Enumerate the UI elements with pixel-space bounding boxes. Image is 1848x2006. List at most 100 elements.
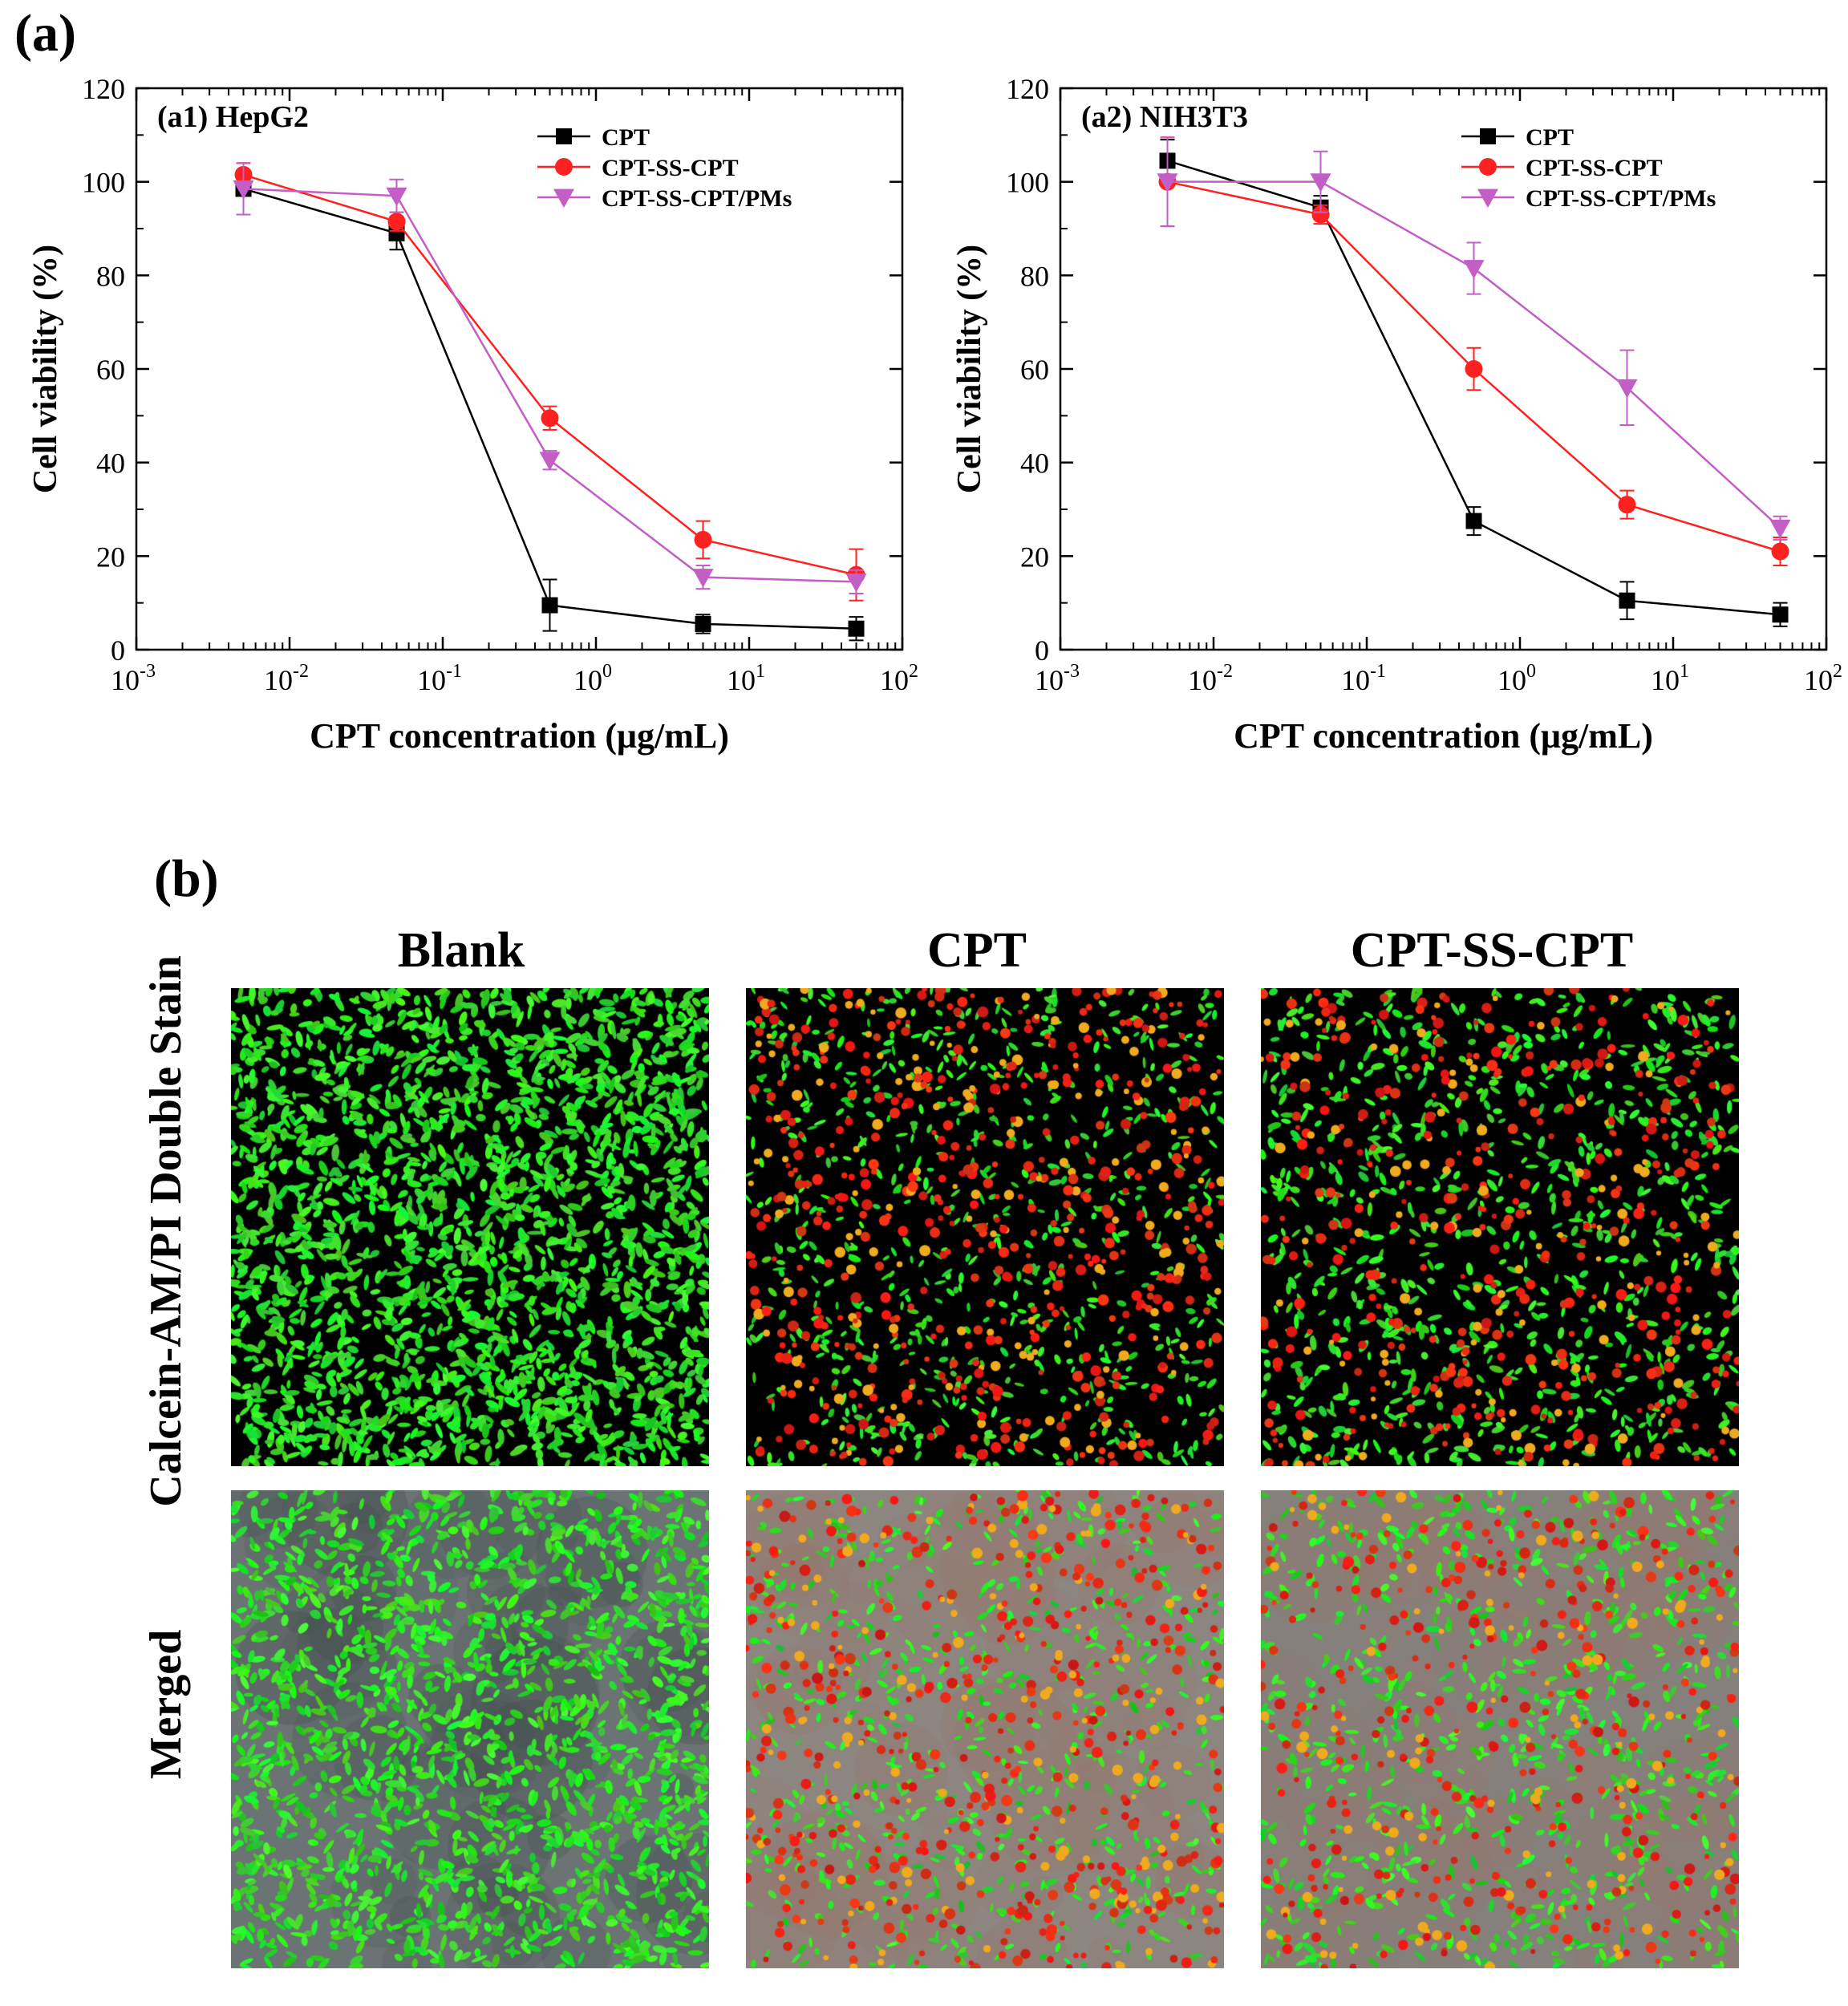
- micrograph-blank-stain-canvas: [231, 988, 709, 1466]
- micrograph-cpt-merged-canvas: [746, 1490, 1224, 1968]
- a1-ytick-label-80: 80: [96, 260, 125, 292]
- a2-legend-marker-cpt: [1480, 128, 1496, 144]
- a1-point-cpt-ss-cpt-pms-2: [539, 452, 561, 471]
- a1-legend-label-cpt-ss-cpt-pms: CPT-SS-CPT/PMs: [602, 185, 792, 212]
- a1-ytick-label-0: 0: [111, 634, 125, 667]
- a1-legend-label-cpt-ss-cpt: CPT-SS-CPT: [602, 155, 739, 181]
- micrograph-cpt-stain-canvas: [746, 988, 1224, 1466]
- a2-legend-label-cpt-ss-cpt-pms: CPT-SS-CPT/PMs: [1526, 185, 1716, 212]
- a1-xtick-label-1: 10-2: [264, 661, 309, 696]
- a2-legend-marker-cpt-ss-cpt-pms: [1477, 188, 1498, 208]
- a2-point-cpt-3: [1619, 592, 1635, 609]
- a1-x-axis-label: CPT concentration (μg/mL): [310, 716, 729, 756]
- a2-x-axis-label: CPT concentration (μg/mL): [1234, 716, 1653, 756]
- a2-y-axis-label: Cell viability (%): [951, 245, 988, 493]
- a1-series-line-cpt-ss-cpt: [243, 173, 857, 576]
- a2-point-cpt-ss-cpt-pms-3: [1616, 379, 1638, 399]
- row-title-double-stain: Calcein-AM/PI Double Stain: [141, 955, 191, 1507]
- a1-ytick-label-100: 100: [82, 167, 125, 199]
- a1-point-cpt-ss-cpt-1: [387, 213, 406, 231]
- a2-point-cpt-ss-cpt-1: [1311, 205, 1330, 224]
- a1-legend-marker-cpt-ss-cpt: [555, 158, 573, 176]
- a2-ytick-label-60: 60: [1020, 354, 1049, 386]
- a2-ytick-label-80: 80: [1020, 260, 1049, 292]
- a1-series-line-cpt-ss-cpt-pms: [243, 188, 857, 583]
- a2-point-cpt-ss-cpt-3: [1618, 496, 1636, 514]
- a2-xtick-label-5: 102: [1804, 661, 1842, 696]
- micrograph-cpt-stain: [746, 988, 1224, 1466]
- column-title-cpt: CPT: [927, 923, 1027, 978]
- a2-point-cpt-ss-cpt-pms-4: [1769, 519, 1791, 539]
- a2-point-cpt-2: [1465, 513, 1482, 529]
- a1-ytick-label-20: 20: [96, 541, 125, 573]
- a2-ytick-label-20: 20: [1020, 541, 1049, 573]
- a2-xtick-exponent-5: 2: [1833, 661, 1842, 682]
- panel-a-label: (a): [14, 4, 76, 63]
- a2-xtick-label-1: 10-2: [1188, 661, 1233, 696]
- a2-ytick-label-100: 100: [1006, 167, 1049, 199]
- a1-legend-marker-cpt: [556, 128, 572, 144]
- a1-ytick-label-60: 60: [96, 354, 125, 386]
- a1-ytick-label-120: 120: [82, 73, 125, 105]
- a2-point-cpt-ss-cpt-4: [1771, 542, 1789, 561]
- a2-xtick-exponent-4: 1: [1680, 661, 1689, 682]
- column-title-blank: Blank: [397, 923, 525, 978]
- a1-point-cpt-2: [541, 597, 558, 614]
- a2-chart-title: (a2) NIH3T3: [1081, 100, 1248, 134]
- a1-point-cpt-ss-cpt-pms-3: [692, 569, 714, 588]
- a1-point-cpt-ss-cpt-pms-1: [386, 187, 407, 207]
- micrograph-cpt-ss-cpt-stain: [1261, 988, 1739, 1466]
- a2-ytick-label-120: 120: [1006, 73, 1049, 105]
- a2-xtick-label-0: 10-3: [1035, 661, 1080, 696]
- row-title-merged: Merged: [141, 1629, 191, 1780]
- a2-point-cpt-ss-cpt-pms-1: [1310, 173, 1331, 192]
- column-title-cpt-ss-cpt: CPT-SS-CPT: [1350, 923, 1634, 978]
- a2-xtick-exponent-3: 0: [1526, 661, 1536, 682]
- a2-xtick-exponent-1: -2: [1217, 661, 1233, 682]
- micrograph-blank-merged-canvas: [231, 1490, 709, 1968]
- a2-xtick-label-4: 101: [1651, 661, 1689, 696]
- a2-xtick-exponent-2: -1: [1370, 661, 1386, 682]
- a2-xtick-label-3: 100: [1497, 661, 1536, 696]
- a2-legend-label-cpt: CPT: [1526, 124, 1574, 151]
- a1-legend-label-cpt: CPT: [602, 124, 650, 151]
- a1-ytick-label-40: 40: [96, 448, 125, 480]
- micrograph-cpt-ss-cpt-merged-canvas: [1261, 1490, 1739, 1968]
- a2-point-cpt-ss-cpt-pms-2: [1463, 260, 1485, 279]
- a2-ytick-label-0: 0: [1035, 634, 1049, 667]
- a2-ytick-label-40: 40: [1020, 448, 1049, 480]
- a2-point-cpt-4: [1772, 606, 1789, 623]
- micrograph-cpt-ss-cpt-stain-canvas: [1261, 988, 1739, 1466]
- micrograph-blank-stain: [231, 988, 709, 1466]
- a2-point-cpt-ss-cpt-pms-0: [1157, 173, 1178, 192]
- a1-xtick-label-0: 10-3: [111, 661, 156, 696]
- a1-xtick-label-2: 10-1: [417, 661, 462, 696]
- a1-legend-marker-cpt-ss-cpt-pms: [553, 188, 574, 208]
- a1-point-cpt-ss-cpt-3: [694, 530, 712, 549]
- a1-point-cpt-4: [848, 620, 865, 637]
- panel-b-label: (b): [154, 849, 219, 908]
- a2-xtick-exponent-0: -3: [1064, 661, 1080, 682]
- micrograph-cpt-ss-cpt-merged: [1261, 1490, 1739, 1968]
- a1-xtick-exponent-3: 0: [602, 661, 612, 682]
- a1-point-cpt-ss-cpt-pms-4: [845, 573, 867, 593]
- micrograph-cpt-merged: [746, 1490, 1224, 1968]
- a1-chart-title: (a1) HepG2: [157, 100, 309, 134]
- a2-legend-label-cpt-ss-cpt: CPT-SS-CPT: [1526, 155, 1663, 181]
- a2-xtick-label-2: 10-1: [1341, 661, 1386, 696]
- a1-point-cpt-ss-cpt-2: [541, 409, 559, 428]
- a1-xtick-exponent-4: 1: [756, 661, 765, 682]
- micrograph-blank-merged: [231, 1490, 709, 1968]
- a1-xtick-exponent-1: -2: [293, 661, 309, 682]
- a1-xtick-exponent-2: -1: [446, 661, 462, 682]
- a1-xtick-label-4: 101: [727, 661, 765, 696]
- a1-xtick-label-5: 102: [880, 661, 918, 696]
- a2-legend-marker-cpt-ss-cpt: [1479, 158, 1497, 176]
- a1-xtick-exponent-0: -3: [140, 661, 156, 682]
- a1-xtick-exponent-5: 2: [909, 661, 918, 682]
- a2-plot-frame: [1059, 87, 1828, 651]
- a1-xtick-label-3: 100: [573, 661, 612, 696]
- a2-point-cpt-ss-cpt-2: [1465, 360, 1483, 378]
